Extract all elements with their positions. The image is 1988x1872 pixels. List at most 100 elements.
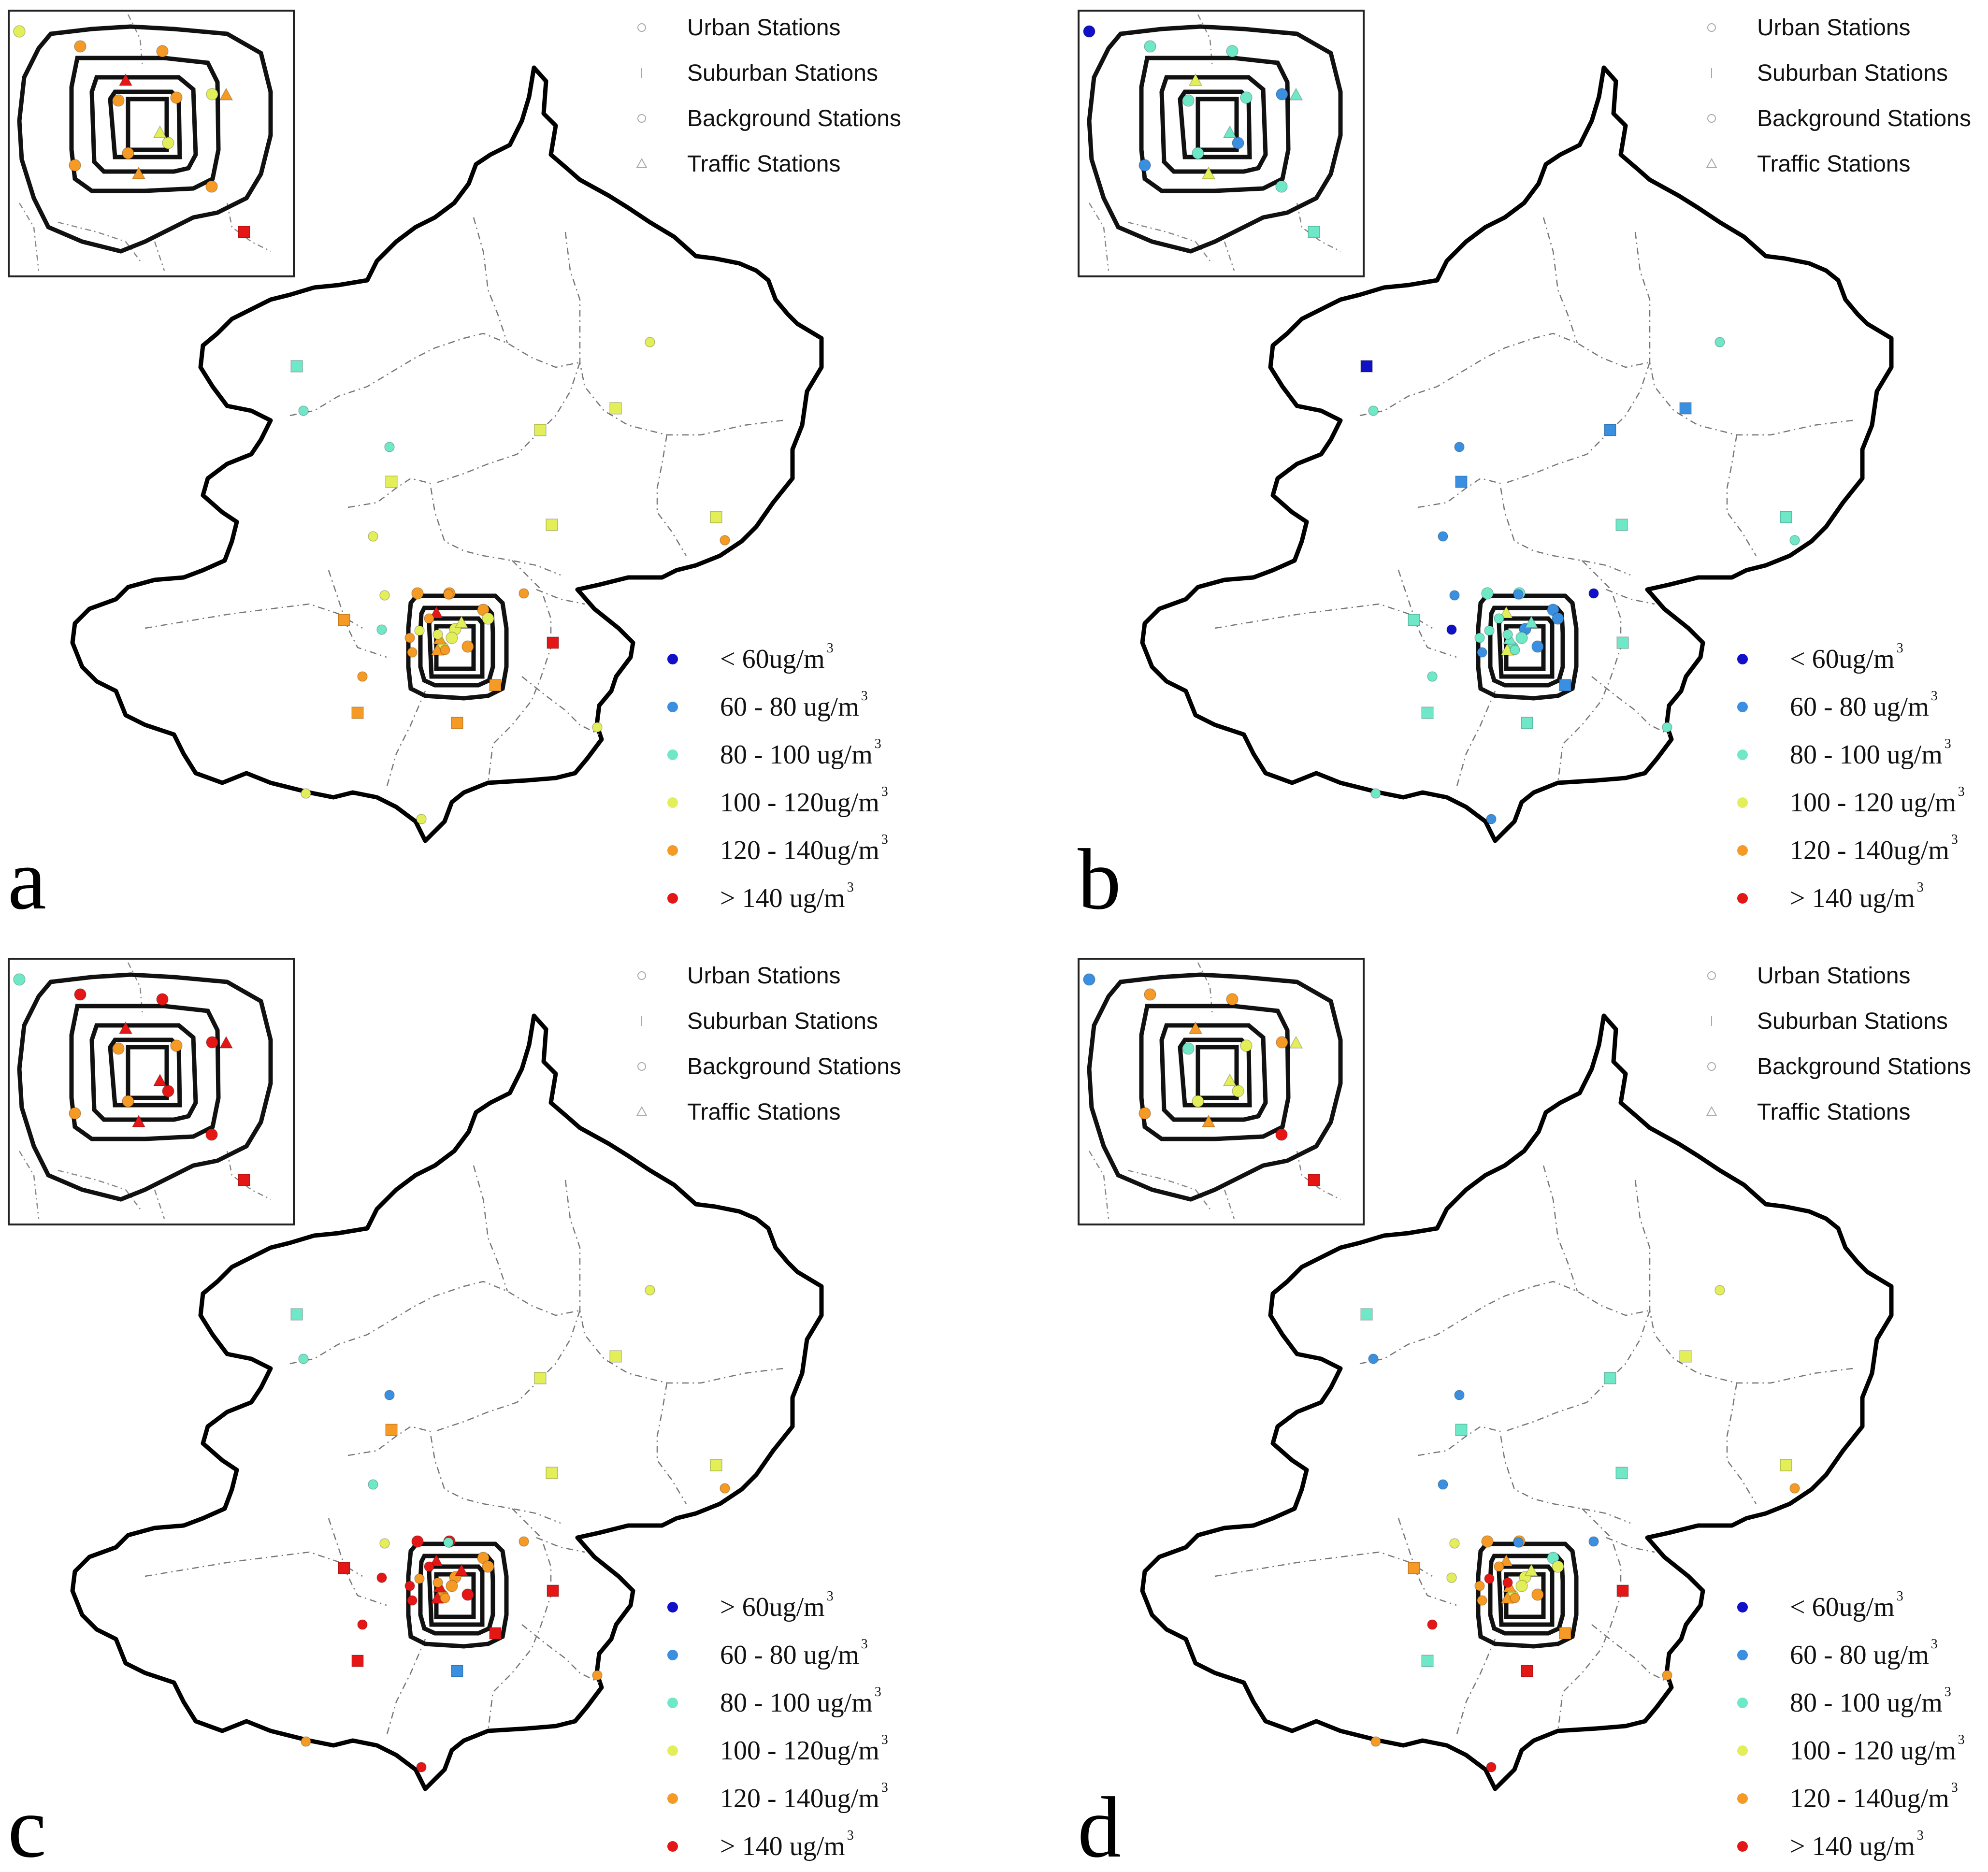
suburban-station-marker	[1502, 1577, 1513, 1588]
inset-traffic-station-marker	[1201, 166, 1216, 179]
suburban-station-marker	[1474, 1581, 1485, 1591]
background-station-marker	[546, 518, 558, 531]
suburban-station-marker	[1449, 590, 1460, 601]
urban_main-station-marker	[461, 1588, 474, 1601]
suburban-station-marker	[414, 1573, 425, 1584]
legend-unit-superscript: 3	[827, 641, 834, 656]
legend-color-dot-icon	[667, 893, 678, 904]
inset-background-station-marker	[1308, 1174, 1320, 1186]
legend-unit-superscript: 3	[847, 1828, 854, 1843]
legend-color-dot-icon	[667, 797, 678, 808]
background-station-marker	[1408, 614, 1420, 626]
traffic_main-station-marker	[454, 1563, 469, 1576]
panel-b: Urban Stations Suburban Stations Backgroun…	[1078, 11, 1971, 927]
suburban-station-marker	[379, 590, 390, 601]
legend-range-label: < 60ug/m	[720, 644, 825, 674]
traffic_main-station-marker	[429, 605, 444, 619]
background-station-marker	[1604, 424, 1616, 436]
inset-urban-station-marker	[74, 40, 86, 53]
legend-range-label: > 60ug/m	[720, 1592, 825, 1622]
inset-traffic-station-marker	[1289, 87, 1303, 101]
panel-letter: a	[8, 831, 46, 927]
inset-traffic-station-marker	[1201, 1114, 1216, 1127]
legend-color-dot-icon	[667, 1602, 678, 1613]
background-station-marker	[290, 1308, 303, 1321]
legend-color-dot-icon	[1737, 1793, 1748, 1804]
panel-c: Urban Stations Suburban Stations Backgroun…	[8, 959, 901, 1872]
legend-unit-superscript: 3	[1931, 1637, 1938, 1652]
legend-unit-superscript: 3	[1945, 736, 1951, 751]
background-station-marker	[290, 360, 303, 373]
background-station-marker	[1521, 717, 1533, 729]
traffic_main-station-marker	[1524, 1563, 1539, 1576]
suburban-station-marker	[1494, 613, 1504, 624]
inset-urban-station-marker	[206, 88, 218, 101]
suburban-station-marker	[1484, 625, 1495, 636]
station-type-label: Suburban Stations	[1757, 60, 1948, 86]
suburban-station-marker	[592, 722, 603, 733]
suburban-station-marker	[1474, 633, 1485, 643]
urban_main-station-marker	[411, 1535, 424, 1548]
suburban-station-marker	[298, 405, 309, 416]
panel-a: Urban Stations Suburban Stations Backgroun…	[8, 11, 901, 927]
background-station-marker	[534, 424, 547, 436]
station-type-symbol-icon	[1707, 114, 1716, 123]
background-station-marker	[1615, 1467, 1628, 1479]
station-type-symbol-icon	[637, 1062, 646, 1071]
urban_main-station-marker	[1531, 1588, 1544, 1601]
suburban-station-marker	[368, 1479, 378, 1490]
background-station-marker	[1780, 1459, 1792, 1471]
background-station-marker	[489, 679, 502, 691]
panel-letter: d	[1078, 1779, 1121, 1872]
traffic_main-station-marker	[1499, 605, 1513, 619]
inset-urban-station-marker	[1240, 1039, 1253, 1052]
background-station-marker	[547, 636, 559, 649]
suburban-station-marker	[645, 1285, 655, 1296]
background-station-marker	[1455, 1424, 1468, 1436]
inset-urban-station-marker	[122, 1095, 134, 1108]
urban_main-station-marker	[1481, 1535, 1494, 1548]
panel-d: Urban Stations Suburban Stations Backgroun…	[1078, 959, 1971, 1872]
background-station-marker	[1559, 1627, 1571, 1640]
legend-range-label: > 140 ug/m	[720, 1831, 845, 1861]
suburban-station-marker	[1714, 337, 1725, 347]
background-station-marker	[546, 1467, 558, 1479]
background-station-marker	[451, 717, 463, 729]
station-type-label: Traffic Stations	[1757, 1099, 1910, 1125]
background-station-marker	[385, 475, 398, 488]
legend-unit-superscript: 3	[1951, 832, 1958, 847]
inset-traffic-station-marker	[1223, 125, 1237, 138]
inset-urban-station-marker	[1240, 91, 1253, 104]
inset-urban-station-marker	[112, 94, 125, 107]
suburban-station-marker	[1477, 647, 1487, 658]
inset-background-station-marker	[238, 1174, 250, 1186]
legend-color-dot-icon	[1737, 1650, 1748, 1660]
legend-unit-superscript: 3	[1897, 641, 1903, 656]
legend-color-dot-icon	[1737, 1745, 1748, 1756]
suburban-station-marker	[1454, 442, 1465, 452]
inset-urban-station-marker	[13, 973, 26, 986]
station-type-label: Urban Stations	[1757, 963, 1911, 989]
urban_main-station-marker	[411, 587, 424, 600]
suburban-station-marker	[1438, 531, 1448, 542]
background-station-marker	[1408, 1562, 1420, 1574]
legend-color-dot-icon	[667, 1841, 678, 1852]
suburban-station-marker	[379, 1538, 390, 1549]
background-station-marker	[451, 1665, 463, 1677]
suburban-station-marker	[1370, 1736, 1381, 1747]
legend-color-dot-icon	[1737, 702, 1748, 712]
legend-unit-superscript: 3	[1951, 1780, 1958, 1795]
background-station-marker	[1615, 518, 1628, 531]
inset-urban-station-marker	[1144, 988, 1156, 1001]
legend-range-label: 60 - 80 ug/m	[720, 692, 859, 722]
legend-color-dot-icon	[1737, 1602, 1748, 1613]
traffic_main-station-marker	[1499, 1554, 1513, 1567]
station-type-symbol-icon	[637, 114, 646, 123]
inset-traffic-station-marker	[1289, 1036, 1303, 1049]
traffic_main-station-marker	[1524, 615, 1539, 628]
station-type-symbol-icon	[1707, 971, 1716, 980]
legend-unit-superscript: 3	[1917, 1828, 1924, 1843]
background-station-marker	[1521, 1665, 1533, 1677]
station-type-symbol-icon	[1706, 158, 1717, 168]
